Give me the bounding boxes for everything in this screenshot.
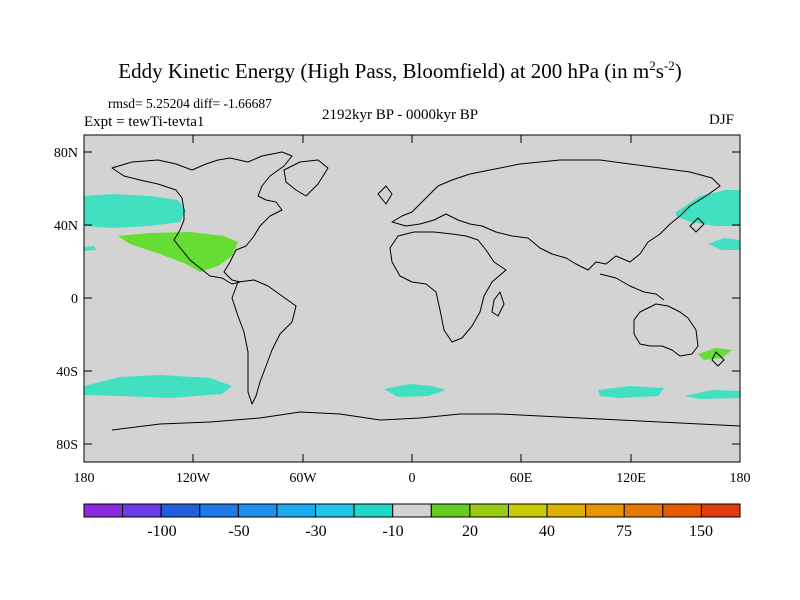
colorbar-swatch — [83, 503, 124, 518]
stats-label: rmsd= 5.25204 diff= -1.66687 — [108, 96, 272, 111]
colorbar-label: -10 — [382, 523, 403, 540]
colorbar-swatch — [315, 503, 355, 518]
axis-ticks — [83, 135, 741, 462]
colorbar-swatch — [199, 503, 239, 518]
maritime-continent-coast — [599, 273, 665, 301]
australia-coast — [633, 303, 699, 357]
colorbar — [83, 503, 741, 518]
y-tick-label: 40N — [54, 219, 78, 234]
east-pacific-patch — [84, 246, 96, 251]
colorbar-labels: -100 -50 -30 -10 20 40 75 150 — [147, 523, 713, 540]
colorbar-swatch — [122, 503, 162, 518]
colorbar-swatch — [507, 503, 548, 518]
y-tick-label: 80S — [56, 438, 78, 453]
colorbar-swatch — [430, 503, 471, 518]
southern-ocean-indian-region — [598, 386, 664, 398]
north-america-coast — [111, 151, 293, 285]
south-america-coast — [231, 279, 297, 405]
colorbar-swatch — [546, 503, 587, 518]
x-tick-label: 0 — [409, 471, 416, 486]
colorbar-label: -30 — [305, 523, 326, 540]
colorbar-label: 150 — [689, 523, 713, 540]
colorbar-label: 20 — [462, 523, 478, 540]
colorbar-swatch — [700, 503, 741, 518]
southern-ocean-atlantic-region — [384, 384, 446, 397]
colorbar-swatch — [353, 503, 394, 518]
colorbar-label: -50 — [228, 523, 249, 540]
antarctica-coast — [111, 411, 741, 431]
y-tick-label: 40S — [56, 365, 78, 380]
north-pacific-west-region — [676, 190, 740, 226]
colorbar-swatch — [623, 503, 664, 518]
negative-anomaly-regions — [84, 190, 740, 399]
colorbar-swatch — [392, 503, 432, 518]
colorbar-swatch — [585, 503, 625, 518]
colorbar-swatch — [662, 503, 702, 518]
british-isles-coast — [377, 185, 393, 205]
x-tick-label: 180 — [730, 471, 751, 486]
experiment-label: Expt = tewTi-tevta1 — [84, 114, 205, 130]
colorbar-swatch — [469, 503, 509, 518]
colorbar-label: -100 — [147, 523, 176, 540]
x-tick-label: 120E — [616, 471, 646, 486]
greenland-coast — [283, 159, 329, 197]
x-tick-label: 120W — [176, 471, 211, 486]
west-pacific-patch — [708, 238, 740, 250]
southern-ocean-east-region — [684, 390, 740, 399]
colorbar-label: 40 — [539, 523, 555, 540]
x-tick-label: 60W — [289, 471, 317, 486]
new-zealand-coast — [711, 351, 725, 367]
colorbar-label: 75 — [616, 523, 632, 540]
madagascar-coast — [491, 291, 505, 317]
x-tick-label: 60E — [510, 471, 533, 486]
subtropical-pacific-region — [118, 232, 238, 272]
y-tick-labels: 80N 40N 0 40S 80S — [54, 146, 78, 453]
africa-coast — [389, 231, 507, 343]
map-background — [84, 135, 740, 462]
eurasia-coast — [391, 159, 721, 271]
north-pacific-east-region — [84, 194, 186, 228]
x-tick-labels: 180 120W 60W 0 60E 120E 180 — [74, 471, 751, 486]
y-tick-label: 80N — [54, 146, 78, 161]
colorbar-swatch — [276, 503, 317, 518]
colorbar-swatch — [160, 503, 201, 518]
japan-coast — [689, 217, 705, 233]
season-label: DJF — [709, 112, 735, 128]
southern-ocean-pacific-region — [84, 375, 232, 398]
y-tick-label: 0 — [71, 292, 78, 307]
x-tick-label: 180 — [74, 471, 95, 486]
colorbar-swatch — [237, 503, 278, 518]
page-title: Eddy Kinetic Energy (High Pass, Bloomfie… — [118, 58, 682, 83]
coastlines — [111, 151, 741, 431]
period-label: 2192kyr BP - 0000kyr BP — [322, 107, 479, 123]
